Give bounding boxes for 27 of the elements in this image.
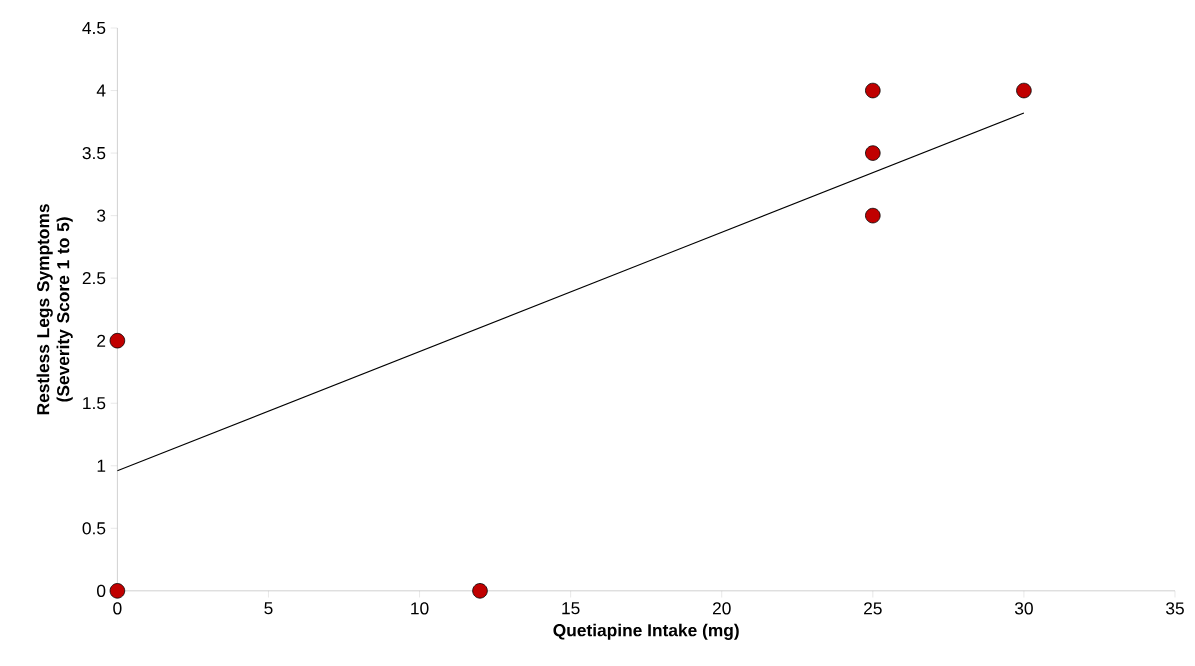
x-tick-label: 0 bbox=[113, 602, 122, 615]
x-tick-label: 20 bbox=[712, 602, 731, 615]
y-tick-label: 3 bbox=[97, 209, 106, 222]
x-tick-label: 35 bbox=[1166, 602, 1184, 615]
point bbox=[109, 333, 126, 349]
y-axis-title: Restless Legs Symptoms (Severity Score 1 to 5) bbox=[36, 204, 73, 415]
y-tick-label: 4.5 bbox=[82, 22, 106, 35]
y-tick-label: 1.5 bbox=[83, 397, 106, 410]
y-tick-label: 1 bbox=[97, 460, 106, 472]
x-tick-label: 25 bbox=[864, 602, 882, 615]
point bbox=[865, 145, 881, 162]
y-tick-label: 0 bbox=[97, 584, 106, 598]
point bbox=[472, 583, 488, 599]
x-tick-label: 5 bbox=[264, 602, 273, 615]
x-tick-label: 15 bbox=[562, 602, 580, 615]
point bbox=[865, 208, 881, 224]
x-tick-label: 10 bbox=[411, 602, 429, 615]
point bbox=[109, 583, 126, 599]
point bbox=[865, 83, 881, 99]
point bbox=[1016, 83, 1032, 99]
x-tick-label: 30 bbox=[1014, 602, 1033, 615]
y-tick-label: 0.5 bbox=[82, 522, 106, 535]
y-tick-label: 2.5 bbox=[82, 272, 106, 285]
x-axis-title: Quetiapine Intake (mg) bbox=[553, 623, 739, 641]
y-tick-label: 2 bbox=[97, 334, 106, 347]
y-tick-label: 4 bbox=[96, 84, 106, 97]
y-tick-label: 3.5 bbox=[82, 147, 106, 160]
